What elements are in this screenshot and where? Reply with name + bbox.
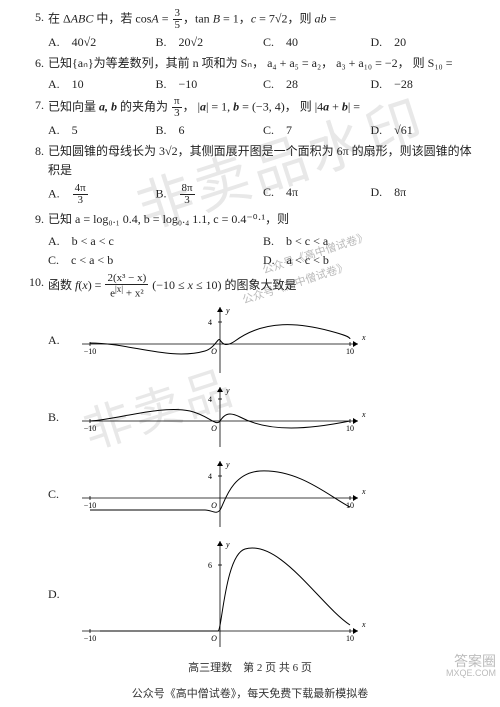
svg-text:y: y <box>225 540 230 549</box>
option-b: B. 20√2 <box>156 33 264 50</box>
question-9: 9. 已知 a = log₀.₁ 0.4, b = log₀.₄ 1.1, c … <box>22 210 478 229</box>
svg-text:x: x <box>361 410 366 419</box>
option-c: C. 40 <box>263 33 371 50</box>
footer-pageinfo: 高三理数 第 2 页 共 6 页 <box>22 659 478 675</box>
question-number: 9. <box>22 210 48 229</box>
option-b-label: B. <box>48 410 70 425</box>
svg-text:6: 6 <box>208 561 212 570</box>
chart-b: −10 10 Ox y 4 <box>70 381 370 453</box>
option-a-label: A. <box>48 333 70 348</box>
option-a: A. 4π3 <box>48 183 156 206</box>
chart-c: −1010Oxy4 <box>70 455 370 533</box>
question-5: 5. 在 ΔABC 中，若 cosA = 35，tan B = 1，c = 7√… <box>22 8 478 31</box>
question-stem: 已知圆锥的母线长为 3√2，其侧面展开图是一个面积为 6π 的扇形，则该圆锥的体… <box>48 142 478 180</box>
option-c: C. c < a < b <box>48 250 263 269</box>
option-b: B. −10 <box>156 75 264 92</box>
corner-watermark: 答案圈 MXQE.COM <box>446 654 496 679</box>
option-a: A. b < a < c <box>48 231 263 250</box>
option-b: B. 8π3 <box>156 183 264 206</box>
svg-text:−10: −10 <box>84 424 97 433</box>
option-b: B. b < c < a <box>263 231 478 250</box>
question-stem: 在 ΔABC 中，若 cosA = 35，tan B = 1，c = 7√2，则… <box>48 8 478 31</box>
question-number: 6. <box>22 54 48 73</box>
option-c-label: C. <box>48 487 70 502</box>
option-a: A. 40√2 <box>48 33 156 50</box>
svg-text:y: y <box>225 386 230 395</box>
option-c: C. 4π <box>263 183 371 206</box>
question-8-options: A. 4π3 B. 8π3 C. 4π D. 8π <box>48 183 478 206</box>
question-8: 8. 已知圆锥的母线长为 3√2，其侧面展开图是一个面积为 6π 的扇形，则该圆… <box>22 142 478 180</box>
question-number: 5. <box>22 8 48 31</box>
svg-text:−10: −10 <box>84 634 97 643</box>
option-a-chart-row: A. −10 10 Ox y 4 <box>48 301 478 379</box>
option-a: A. 10 <box>48 75 156 92</box>
svg-text:x: x <box>361 333 366 342</box>
option-d: D. −28 <box>371 75 479 92</box>
question-stem: 已知{aₙ}为等差数列，其前 n 项和为 Sₙ， a₄ + a₅ = a₂， a… <box>48 54 478 73</box>
svg-text:10: 10 <box>346 347 354 356</box>
option-d: D. 20 <box>371 33 479 50</box>
svg-text:4: 4 <box>208 395 212 404</box>
option-d: D. 8π <box>371 183 479 206</box>
question-6-options: A. 10 B. −10 C. 28 D. −28 <box>48 75 478 92</box>
svg-text:O: O <box>211 501 217 510</box>
svg-text:x: x <box>361 620 366 629</box>
option-d-chart-row: D. −10 10 Ox y 6 <box>48 535 478 653</box>
svg-text:4: 4 <box>208 318 212 327</box>
svg-text:y: y <box>225 306 230 315</box>
svg-text:y: y <box>225 460 230 469</box>
question-5-options: A. 40√2 B. 20√2 C. 40 D. 20 <box>48 33 478 50</box>
question-number: 7. <box>22 96 48 119</box>
svg-text:−10: −10 <box>84 501 97 510</box>
option-c: C. 28 <box>263 75 371 92</box>
svg-text:O: O <box>211 347 217 356</box>
question-6: 6. 已知{aₙ}为等差数列，其前 n 项和为 Sₙ， a₄ + a₅ = a₂… <box>22 54 478 73</box>
svg-text:4: 4 <box>208 472 212 481</box>
svg-text:O: O <box>211 634 217 643</box>
question-7: 7. 已知向量 a, b 的夹角为 π3， |a| = 1, b = (−3, … <box>22 96 478 119</box>
option-b: B. 6 <box>156 121 264 138</box>
option-d: D. a < c < b <box>263 250 478 269</box>
svg-text:10: 10 <box>346 424 354 433</box>
option-d-label: D. <box>48 587 70 602</box>
svg-text:O: O <box>211 424 217 433</box>
question-10: 10. 函数 f(x) = 2(x³ − x)e|x| + x² (−10 ≤ … <box>22 273 478 300</box>
footer-bottom: 公众号《高中僧试卷》，每天免费下载最新模拟卷 <box>0 685 500 701</box>
svg-text:−10: −10 <box>84 347 97 356</box>
chart-d: −10 10 Ox y 6 <box>70 535 370 653</box>
question-stem: 已知向量 a, b 的夹角为 π3， |a| = 1, b = (−3, 4)，… <box>48 96 478 119</box>
question-number: 10. <box>22 273 48 300</box>
option-a: A. 5 <box>48 121 156 138</box>
option-c-chart-row: C. −1010Oxy4 <box>48 455 478 533</box>
question-number: 8. <box>22 142 48 180</box>
option-c: C. 7 <box>263 121 371 138</box>
svg-text:10: 10 <box>346 634 354 643</box>
question-9-options: A. b < a < c B. b < c < a C. c < a < b D… <box>48 231 478 269</box>
question-7-options: A. 5 B. 6 C. 7 D. √61 <box>48 121 478 138</box>
chart-a: −10 10 Ox y 4 <box>70 301 370 379</box>
option-d: D. √61 <box>371 121 479 138</box>
question-stem: 函数 f(x) = 2(x³ − x)e|x| + x² (−10 ≤ x ≤ … <box>48 273 478 300</box>
option-b-chart-row: B. −10 10 Ox y 4 <box>48 381 478 453</box>
question-stem: 已知 a = log₀.₁ 0.4, b = log₀.₄ 1.1, c = 0… <box>48 210 478 229</box>
svg-text:x: x <box>361 487 366 496</box>
